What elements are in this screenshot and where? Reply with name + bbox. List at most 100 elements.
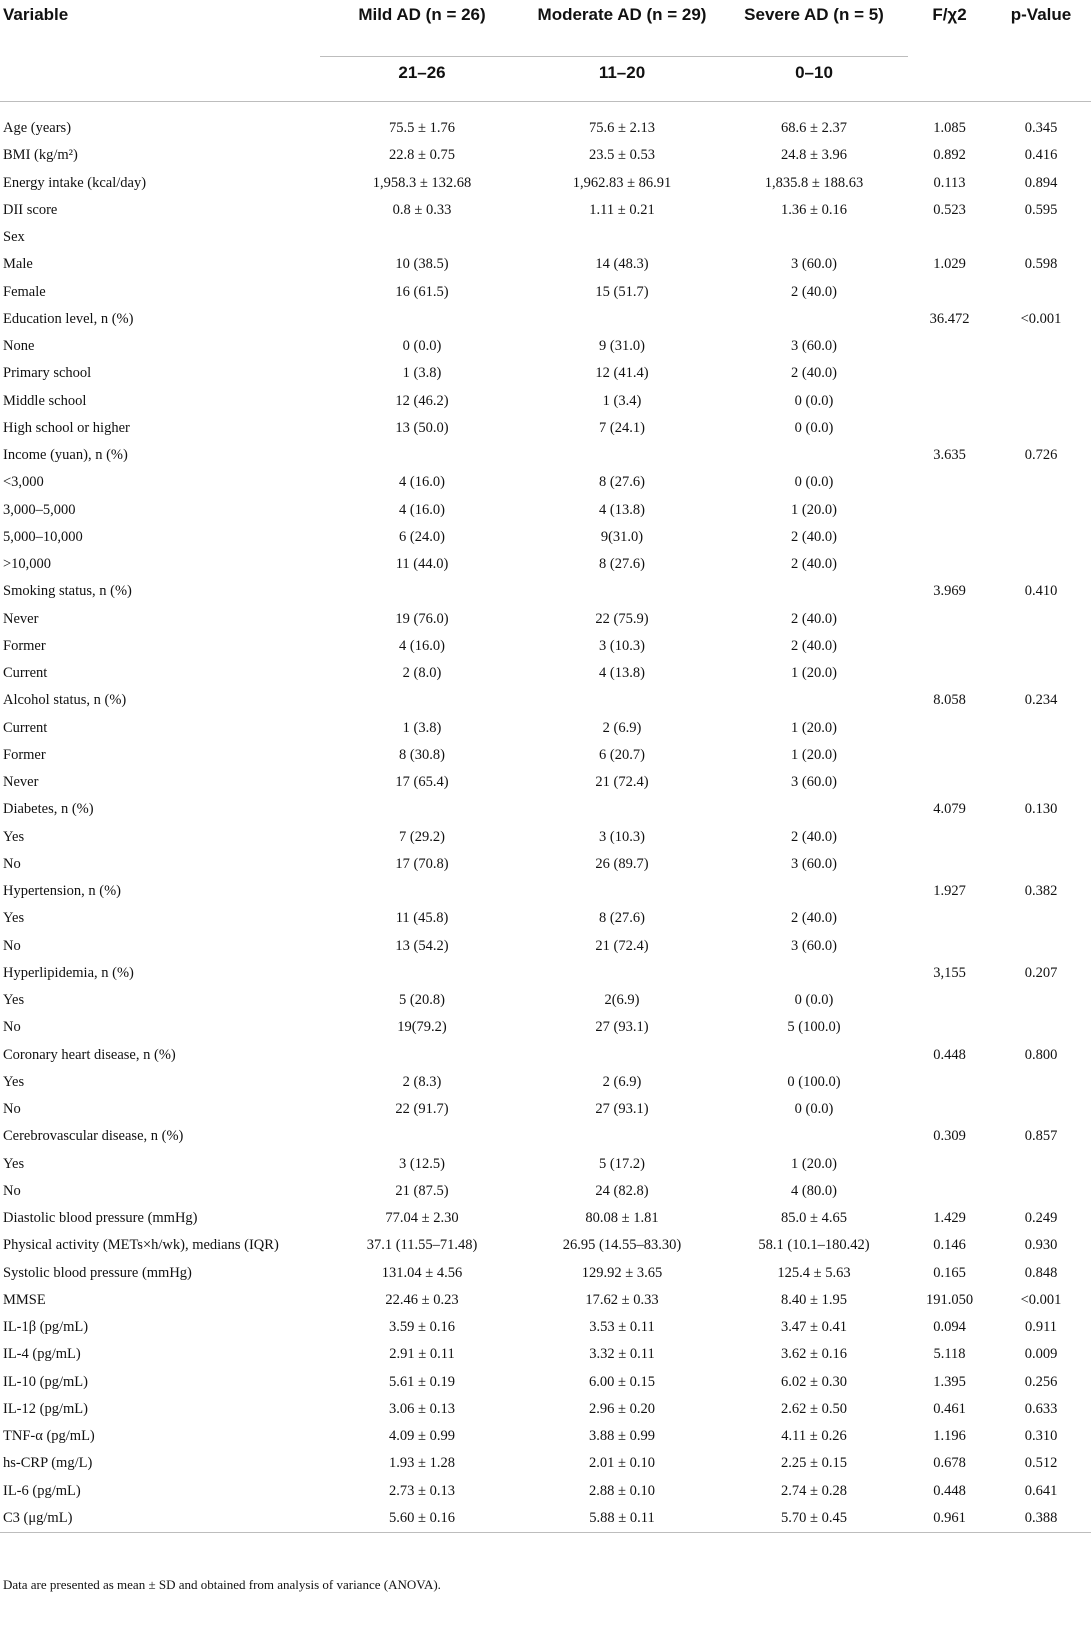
cell-label: None bbox=[3, 338, 35, 355]
cell-p bbox=[991, 742, 1091, 769]
cell-label: 5,000–10,000 bbox=[3, 528, 83, 545]
cell-severe: 125.4 ± 5.63 bbox=[777, 1264, 851, 1281]
cell-moderate bbox=[524, 1042, 720, 1069]
cell-p: 0.911 bbox=[1024, 1319, 1058, 1336]
cell-severe: 0 (100.0) bbox=[787, 1073, 841, 1090]
cell-stat bbox=[908, 469, 991, 496]
cell-stat: 36.472 bbox=[929, 310, 970, 327]
cell-label: Male bbox=[3, 256, 33, 273]
cell-label: 3,000–5,000 bbox=[3, 501, 76, 518]
cell-mild: 4 (16.0) bbox=[399, 501, 445, 518]
cell-label: Yes bbox=[3, 910, 25, 927]
cell-mild: 1,958.3 ± 132.68 bbox=[372, 174, 472, 191]
cell-severe: 2.25 ± 0.15 bbox=[781, 1455, 847, 1472]
table-row: Energy intake (kcal/day) 1,958.3 ± 132.68… bbox=[0, 170, 1091, 197]
cell-moderate: 22 (75.9) bbox=[595, 610, 649, 627]
cell-p: 0.345 bbox=[1024, 120, 1058, 137]
cell-moderate bbox=[524, 1123, 720, 1150]
cell-mild bbox=[320, 578, 524, 605]
cell-stat bbox=[908, 824, 991, 851]
cell-severe: 0 (0.0) bbox=[794, 392, 834, 409]
cell-stat bbox=[908, 1096, 991, 1123]
cell-severe: 3 (60.0) bbox=[791, 256, 837, 273]
cell-stat bbox=[908, 769, 991, 796]
cell-label: Middle school bbox=[3, 392, 87, 409]
cell-label: No bbox=[3, 855, 21, 872]
table-row: Primary school 1 (3.8) 12 (41.4) 2 (40.0) bbox=[0, 360, 1091, 387]
cell-moderate: 80.08 ± 1.81 bbox=[585, 1210, 659, 1227]
cell-moderate bbox=[524, 442, 720, 469]
cell-severe: 5.70 ± 0.45 bbox=[720, 1504, 908, 1533]
table-row: Age (years) 75.5 ± 1.76 75.6 ± 2.13 68.6 ± … bbox=[0, 115, 1091, 142]
table-row: IL-4 (pg/mL) 2.91 ± 0.11 3.32 ± 0.11 3.62 ±… bbox=[0, 1341, 1091, 1368]
table-row: Diabetes, n (%) 4.079 0.130 bbox=[0, 796, 1091, 823]
cell-mild: 16 (61.5) bbox=[395, 283, 449, 300]
cell-moderate bbox=[524, 960, 720, 987]
cell-severe: 6.02 ± 0.30 bbox=[781, 1373, 847, 1390]
cell-mild: 77.04 ± 2.30 bbox=[385, 1210, 459, 1227]
cell-severe: 0 (0.0) bbox=[794, 419, 834, 436]
cell-severe: 1 (20.0) bbox=[791, 719, 837, 736]
cell-moderate: 9(31.0) bbox=[600, 528, 644, 545]
cell-moderate: 129.92 ± 3.65 bbox=[581, 1264, 663, 1281]
cell-stat: 0.448 bbox=[933, 1482, 966, 1499]
cell-severe: 1,835.8 ± 188.63 bbox=[764, 174, 864, 191]
cell-p: <0.001 bbox=[1020, 310, 1062, 327]
cell-mild: 13 (54.2) bbox=[395, 937, 449, 954]
header-mild-ad: Mild AD (n = 26) bbox=[358, 5, 486, 24]
cell-moderate: 1,962.83 ± 86.91 bbox=[572, 174, 672, 191]
cell-label: MMSE bbox=[3, 1291, 46, 1308]
cell-mild: 22.46 ± 0.23 bbox=[385, 1291, 459, 1308]
cell-label: IL-1β (pg/mL) bbox=[3, 1319, 89, 1336]
cell-stat: 1.029 bbox=[933, 256, 966, 273]
cell-mild: 131.04 ± 4.56 bbox=[381, 1264, 463, 1281]
table-row: Current 1 (3.8) 2 (6.9) 1 (20.0) bbox=[0, 715, 1091, 742]
cell-mild bbox=[320, 878, 524, 905]
cell-label: C3 (μg/mL) bbox=[0, 1504, 320, 1533]
cell-mild: 1 (3.8) bbox=[402, 365, 442, 382]
cell-p bbox=[991, 933, 1091, 960]
cell-moderate: 4 (13.8) bbox=[599, 665, 645, 682]
table-row: Alcohol status, n (%) 8.058 0.234 bbox=[0, 687, 1091, 714]
cell-stat: 191.050 bbox=[925, 1291, 974, 1308]
cell-severe bbox=[720, 796, 908, 823]
table-row: Current 2 (8.0) 4 (13.8) 1 (20.0) bbox=[0, 660, 1091, 687]
cell-mild: 3.59 ± 0.16 bbox=[389, 1319, 455, 1336]
cell-p bbox=[991, 524, 1091, 551]
cell-p bbox=[991, 551, 1091, 578]
cell-moderate: 3 (10.3) bbox=[599, 828, 645, 845]
cell-mild: 5.61 ± 0.19 bbox=[389, 1373, 455, 1390]
table-row: Female 16 (61.5) 15 (51.7) 2 (40.0) bbox=[0, 279, 1091, 306]
cell-moderate: 7 (24.1) bbox=[599, 419, 645, 436]
table-row: Education level, n (%) 36.472 <0.001 bbox=[0, 306, 1091, 333]
table-body: Age (years) 75.5 ± 1.76 75.6 ± 2.13 68.6 ± … bbox=[0, 102, 1091, 1533]
cell-mild: 7 (29.2) bbox=[399, 828, 445, 845]
cell-p: 0.256 bbox=[1024, 1373, 1058, 1390]
cell-severe: 1.36 ± 0.16 bbox=[781, 201, 847, 218]
cell-stat: 1.395 bbox=[933, 1373, 966, 1390]
cell-moderate bbox=[524, 578, 720, 605]
cell-severe: 4.11 ± 0.26 bbox=[781, 1428, 847, 1445]
header-moderate-range: 11–20 bbox=[524, 56, 720, 102]
header-statistic: F/χ2 bbox=[932, 5, 967, 24]
cell-stat: 0.523 bbox=[933, 201, 966, 218]
cell-severe bbox=[720, 442, 908, 469]
cell-stat: 0.678 bbox=[933, 1455, 966, 1472]
cell-moderate: 2(6.9) bbox=[604, 992, 640, 1009]
cell-mild: 3.06 ± 0.13 bbox=[389, 1400, 455, 1417]
cell-stat: 0.309 bbox=[933, 1128, 966, 1145]
cell-p: 0.009 bbox=[1024, 1346, 1058, 1363]
cell-mild: 0.8 ± 0.33 bbox=[392, 201, 452, 218]
cell-p bbox=[991, 224, 1091, 251]
cell-label: BMI (kg/m²) bbox=[3, 147, 78, 164]
table-row: Never 19 (76.0) 22 (75.9) 2 (40.0) bbox=[0, 606, 1091, 633]
cell-stat: 3.969 bbox=[933, 583, 966, 600]
table-row: Cerebrovascular disease, n (%) 0.309 0.857 bbox=[0, 1123, 1091, 1150]
cell-moderate: 23.5 ± 0.53 bbox=[589, 147, 655, 164]
cell-mild: 19 (76.0) bbox=[395, 610, 449, 627]
table-row: Diastolic blood pressure (mmHg) 77.04 ± 2… bbox=[0, 1205, 1091, 1232]
cell-label: Hypertension, n (%) bbox=[3, 883, 121, 900]
cell-severe: 58.1 (10.1–180.42) bbox=[758, 1237, 870, 1254]
cell-stat bbox=[908, 660, 991, 687]
table-row: Physical activity (METs×h/wk), medians (… bbox=[0, 1232, 1091, 1259]
